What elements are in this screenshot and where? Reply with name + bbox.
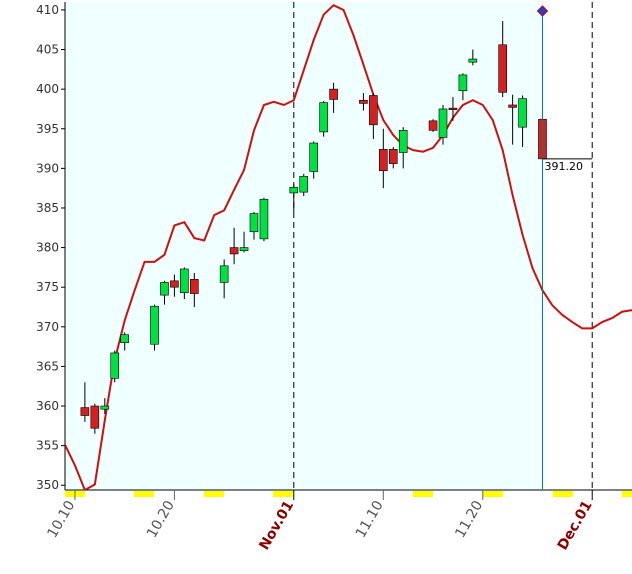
x-tick-label: Dec.01 — [555, 498, 596, 553]
x-tick-label: Nov.01 — [256, 498, 297, 553]
x-tick-label: 11.10 — [353, 498, 387, 541]
candle-body — [299, 175, 309, 193]
y-tick-label: 380 — [36, 241, 59, 255]
candle-body — [249, 213, 259, 233]
price-label: 391.20 — [544, 160, 583, 173]
candle-body — [80, 407, 90, 416]
candle-body — [379, 149, 388, 172]
candle-body — [309, 142, 318, 172]
candle-body — [458, 74, 468, 92]
y-tick-label: 355 — [36, 439, 59, 453]
candle-body — [428, 120, 438, 131]
cursor-marker — [536, 5, 549, 17]
candle-body — [219, 265, 229, 283]
candle-body — [239, 247, 249, 252]
candle-body — [229, 247, 239, 255]
y-tick-label: 365 — [36, 359, 59, 373]
candle-body — [170, 280, 179, 288]
candle-body — [100, 405, 110, 410]
candle-body — [319, 102, 328, 133]
candle-body — [468, 58, 478, 63]
candle-body — [438, 108, 448, 138]
x-tick-label: 10.10 — [45, 498, 79, 541]
y-tick-label: 390 — [36, 161, 59, 175]
candle-body — [448, 107, 458, 110]
y-tick-label: 405 — [36, 43, 59, 57]
y-tick-label: 375 — [36, 280, 59, 294]
candle-body — [110, 352, 120, 379]
y-tick-label: 350 — [36, 478, 59, 492]
x-tick-label: 10.20 — [144, 498, 178, 541]
candle-body — [150, 305, 159, 345]
candle-body — [518, 98, 527, 128]
candle-body — [498, 44, 507, 93]
y-tick-label: 370 — [36, 320, 59, 334]
candle-body — [359, 99, 368, 104]
candle-body — [120, 334, 129, 343]
candle-body — [190, 278, 199, 294]
y-tick-label: 385 — [36, 201, 59, 215]
plot-background — [65, 2, 632, 490]
candle-body — [369, 95, 378, 126]
y-tick-label: 400 — [36, 82, 59, 96]
trend-line — [65, 3, 632, 490]
candle-body — [289, 187, 299, 194]
weekend-markers — [65, 491, 632, 497]
candle-body — [90, 405, 100, 429]
candle-body — [160, 282, 169, 296]
candle-body — [388, 149, 398, 164]
candle-body — [398, 130, 408, 153]
future-background — [542, 2, 632, 490]
y-tick-label: 360 — [36, 399, 59, 413]
candle-body — [329, 88, 338, 100]
y-tick-label: 395 — [36, 122, 59, 136]
candle-body — [259, 198, 269, 240]
candle-body — [180, 268, 189, 294]
x-tick-label: 11.20 — [452, 498, 486, 541]
y-tick-label: 410 — [36, 3, 59, 17]
candle-body — [508, 104, 517, 108]
